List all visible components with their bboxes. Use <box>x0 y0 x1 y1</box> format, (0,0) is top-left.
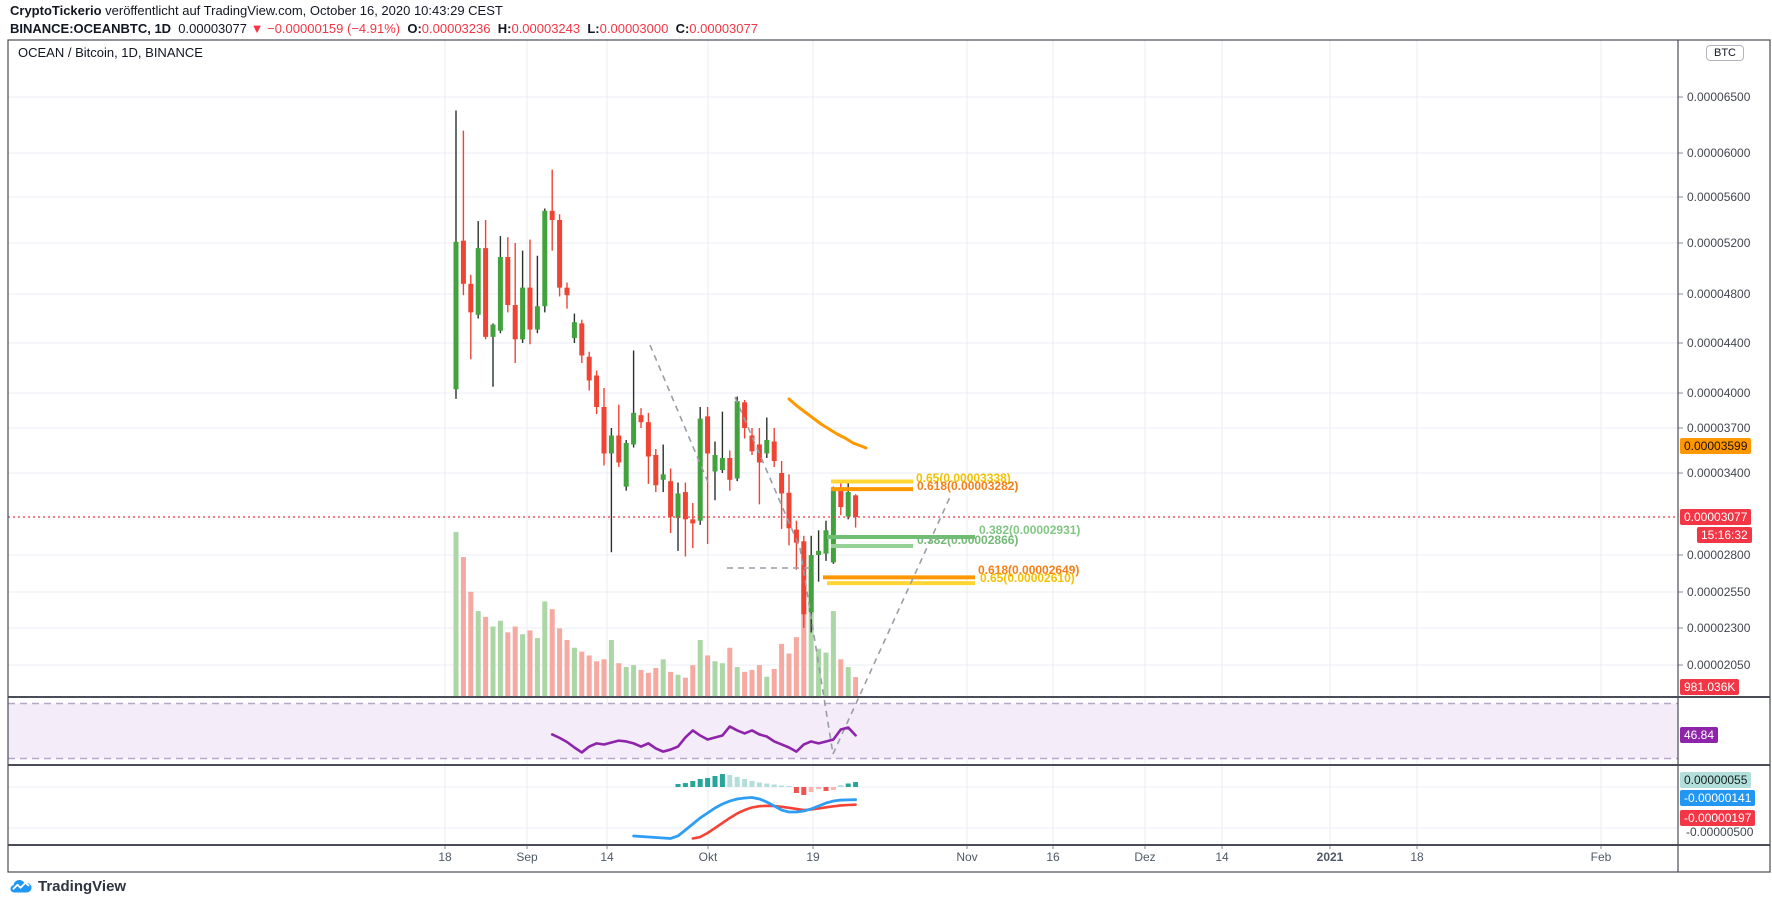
open-label: O: <box>407 21 422 36</box>
fib-level-label[interactable]: 0.618(0.00003282) <box>917 479 1019 494</box>
price-tick-label: 0.00002300 <box>1687 621 1751 635</box>
price-tick-label: 0.00002800 <box>1687 548 1751 562</box>
price-tick-label: 0.00006000 <box>1687 146 1751 160</box>
chart-legend-title: OCEAN / Bitcoin, 1D, BINANCE <box>18 45 203 60</box>
close-value: 0.00003077 <box>689 21 758 36</box>
rsi-value-badge: 46.84 <box>1680 727 1719 743</box>
price-tick-label: 0.00004000 <box>1687 386 1751 400</box>
down-arrow-icon: ▼ <box>250 21 264 36</box>
price-tick-label: 0.00004400 <box>1687 336 1751 350</box>
price-tick-label: 0.00005600 <box>1687 190 1751 204</box>
date-tick-label: 18 <box>438 850 452 864</box>
price-axis[interactable] <box>1678 40 1772 845</box>
low-value: 0.00003000 <box>599 21 669 36</box>
fib-level-label[interactable]: 0.65(0.00003338) <box>916 471 1011 486</box>
last-price-badge: 0.00003077 <box>1680 509 1752 525</box>
volume-value-badge: 981.036K <box>1680 679 1740 695</box>
date-tick-label: 14 <box>1215 850 1229 864</box>
date-tick-label: Nov <box>956 850 978 864</box>
price-tick-label: 0.00002550 <box>1687 585 1751 599</box>
published-text: veröffentlicht auf TradingView.com, Octo… <box>105 3 503 18</box>
last-price: 0.00003077 <box>178 21 247 36</box>
currency-toggle-button[interactable]: BTC <box>1706 45 1744 61</box>
close-label: C: <box>675 21 690 36</box>
date-tick-label: Okt <box>698 850 718 864</box>
high-value: 0.00003243 <box>511 21 581 36</box>
date-tick-label: 14 <box>600 850 614 864</box>
macd-histogram-badge: 0.00000055 <box>1680 772 1752 788</box>
price-tick-label: 0.00006500 <box>1687 90 1751 104</box>
price-tick-label: 0.00002050 <box>1687 658 1751 672</box>
date-tick-label: 16 <box>1046 850 1060 864</box>
price-change: −0.00000159 (−4.91%) <box>267 21 401 36</box>
open-value: 0.00003236 <box>421 21 491 36</box>
high-label: H: <box>497 21 512 36</box>
attribution-line: CryptoTickerio veröffentlicht auf Tradin… <box>10 3 503 18</box>
ma-value-badge: 0.00003599 <box>1680 438 1752 454</box>
price-tick-label: 0.00005200 <box>1687 236 1751 250</box>
price-tick-label: 0.00003400 <box>1687 466 1751 480</box>
tradingview-logo-icon <box>10 880 32 893</box>
fib-level-label[interactable]: 0.65(0.00002610) <box>980 571 1075 586</box>
date-tick-label: Dez <box>1134 850 1156 864</box>
date-tick-label: 19 <box>806 850 820 864</box>
price-tick-label: 0.00003700 <box>1687 421 1751 435</box>
macd-signal-badge: -0.00000197 <box>1680 810 1756 826</box>
author-name: CryptoTickerio <box>10 3 102 18</box>
tradingview-logo-text: TradingView <box>38 878 127 895</box>
low-label: L: <box>587 21 600 36</box>
fib-level-label[interactable]: 0.382(0.00002931) <box>979 523 1081 538</box>
date-tick-label: Sep <box>516 850 538 864</box>
symbol-info-bar: BINANCE:OCEANBTC, 1D 0.00003077 ▼ −0.000… <box>10 21 758 36</box>
bar-countdown-badge: 15:16:32 <box>1697 527 1752 543</box>
fib-level-label[interactable]: 0.382(0.00002866) <box>917 532 1019 547</box>
date-tick-label: Feb <box>1590 850 1612 864</box>
macd-line-badge: -0.00000141 <box>1680 790 1756 806</box>
price-tick-label: 0.00004800 <box>1687 287 1751 301</box>
symbol-name: BINANCE:OCEANBTC, 1D <box>10 21 172 36</box>
date-tick-label: 2021 <box>1316 850 1344 864</box>
fib-level-label[interactable]: 0.618(0.00002649) <box>978 563 1080 578</box>
date-tick-label: 18 <box>1410 850 1424 864</box>
tradingview-logo[interactable]: TradingView <box>10 878 126 895</box>
macd-axis-tick: -0.00000500 <box>1686 825 1754 839</box>
